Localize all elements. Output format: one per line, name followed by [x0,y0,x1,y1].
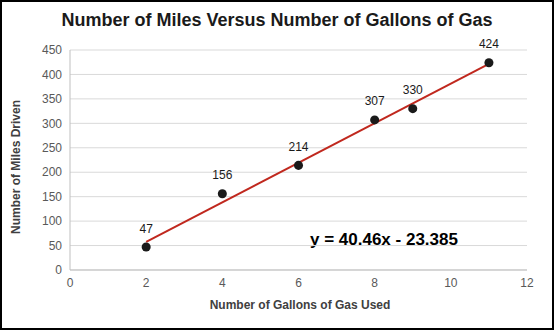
svg-text:100: 100 [42,214,62,228]
svg-text:0: 0 [55,263,62,277]
svg-text:450: 450 [42,43,62,57]
svg-text:200: 200 [42,165,62,179]
svg-text:350: 350 [42,92,62,106]
svg-text:2: 2 [143,276,150,290]
html-text:Number of Miles Versus Number: Number of Miles Versus Number of Gallons… [61,10,493,30]
svg-text:150: 150 [42,190,62,204]
svg-text:10: 10 [444,276,458,290]
svg-text:6: 6 [295,276,302,290]
svg-text:8: 8 [371,276,378,290]
svg-text:214: 214 [288,140,308,154]
svg-text:400: 400 [42,68,62,82]
svg-text:250: 250 [42,141,62,155]
html-text:y = 40.46x - 23.385: y = 40.46x - 23.385 [310,230,458,249]
svg-text:307: 307 [365,94,385,108]
svg-text:50: 50 [49,239,63,253]
svg-text:156: 156 [212,168,232,182]
html-text:Number of Gallons of Gas Used: Number of Gallons of Gas Used [209,298,391,312]
svg-text:0: 0 [67,276,74,290]
html-text:Number of Miles Driven: Number of Miles Driven [9,100,23,234]
svg-text:424: 424 [479,37,499,51]
svg-text:4: 4 [219,276,226,290]
svg-text:12: 12 [520,276,534,290]
svg-text:47: 47 [139,222,153,236]
svg-text:330: 330 [403,83,423,97]
svg-text:300: 300 [42,117,62,131]
